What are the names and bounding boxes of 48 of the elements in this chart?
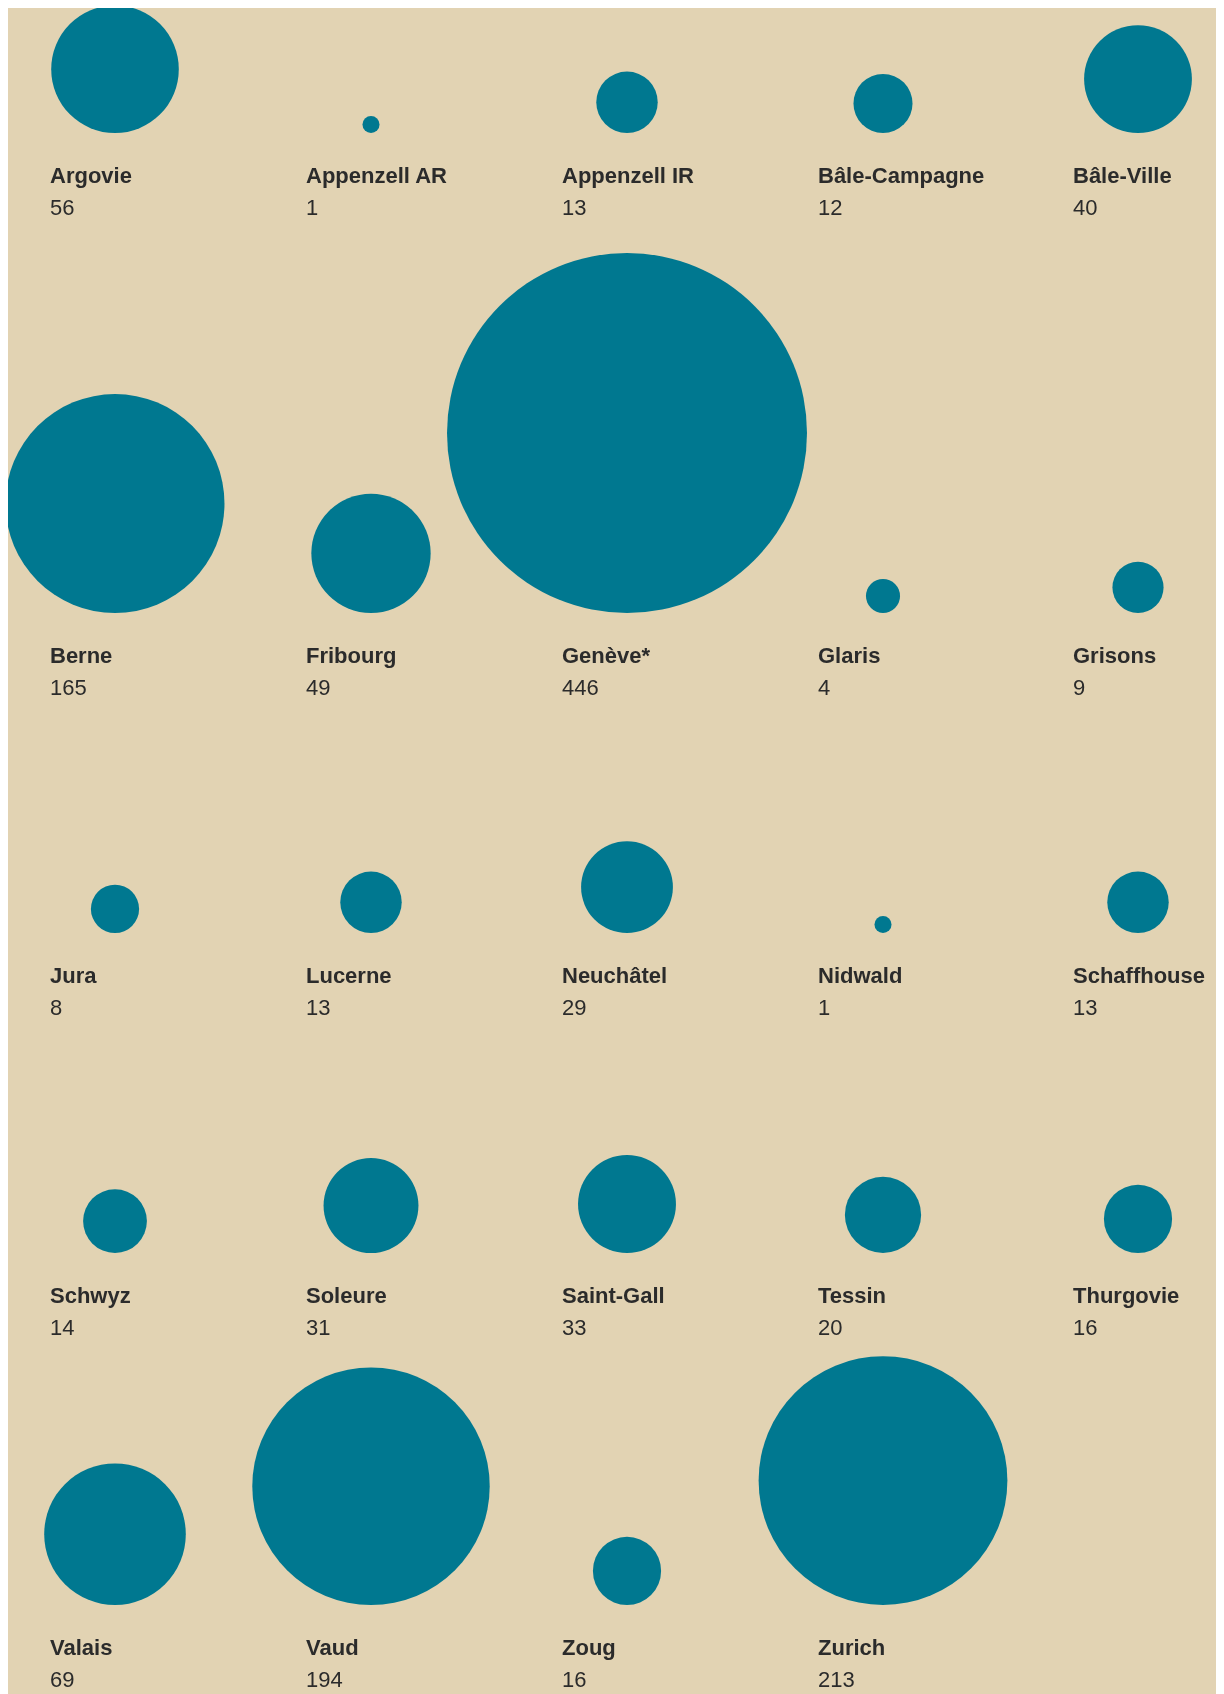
category-label: Jura <box>50 963 98 988</box>
category-label: Zoug <box>562 1635 616 1660</box>
data-label: 69 <box>50 1667 75 1692</box>
data-label: 12 <box>818 195 843 220</box>
category-label: Fribourg <box>306 643 397 668</box>
data-label: 33 <box>562 1315 587 1340</box>
data-label: 20 <box>818 1315 843 1340</box>
category-label: Schaffhouse <box>1073 963 1206 988</box>
category-label: Genève* <box>562 643 651 668</box>
category-label: Glaris <box>818 643 881 668</box>
data-label: 194 <box>306 1667 343 1692</box>
data-label: 16 <box>562 1667 587 1692</box>
category-label: Saint-Gall <box>562 1283 665 1308</box>
category-label: Valais <box>50 1635 113 1660</box>
category-label: Soleure <box>306 1283 387 1308</box>
category-label: Appenzell IR <box>562 163 695 188</box>
data-label: 213 <box>818 1667 855 1692</box>
data-label: 1 <box>818 995 831 1020</box>
data-label: 16 <box>1073 1315 1098 1340</box>
category-label: Vaud <box>306 1635 359 1660</box>
data-label: 14 <box>50 1315 75 1340</box>
data-label: 1 <box>306 195 319 220</box>
data-label: 29 <box>562 995 587 1020</box>
category-label: Nidwald <box>818 963 903 988</box>
data-label: 8 <box>50 995 63 1020</box>
category-label: Tessin <box>818 1283 887 1308</box>
category-label: Grisons <box>1073 643 1157 668</box>
data-label: 13 <box>306 995 331 1020</box>
data-label: 13 <box>562 195 587 220</box>
category-label: Neuchâtel <box>562 963 668 988</box>
category-label: Appenzell AR <box>306 163 448 188</box>
category-label: Berne <box>50 643 113 668</box>
data-label: 13 <box>1073 995 1098 1020</box>
category-label: Thurgovie <box>1073 1283 1180 1308</box>
category-label: Bâle-Ville <box>1073 163 1172 188</box>
category-label: Zurich <box>818 1635 886 1660</box>
data-label: 56 <box>50 195 75 220</box>
category-label: Schwyz <box>50 1283 131 1308</box>
data-label: 446 <box>562 675 599 700</box>
data-label: 40 <box>1073 195 1098 220</box>
data-label: 165 <box>50 675 87 700</box>
category-label: Argovie <box>50 163 132 188</box>
category-label: Lucerne <box>306 963 392 988</box>
data-label: 31 <box>306 1315 331 1340</box>
data-label: 4 <box>818 675 831 700</box>
category-label: Bâle-Campagne <box>818 163 985 188</box>
data-label: 49 <box>306 675 331 700</box>
data-label: 9 <box>1073 675 1086 700</box>
